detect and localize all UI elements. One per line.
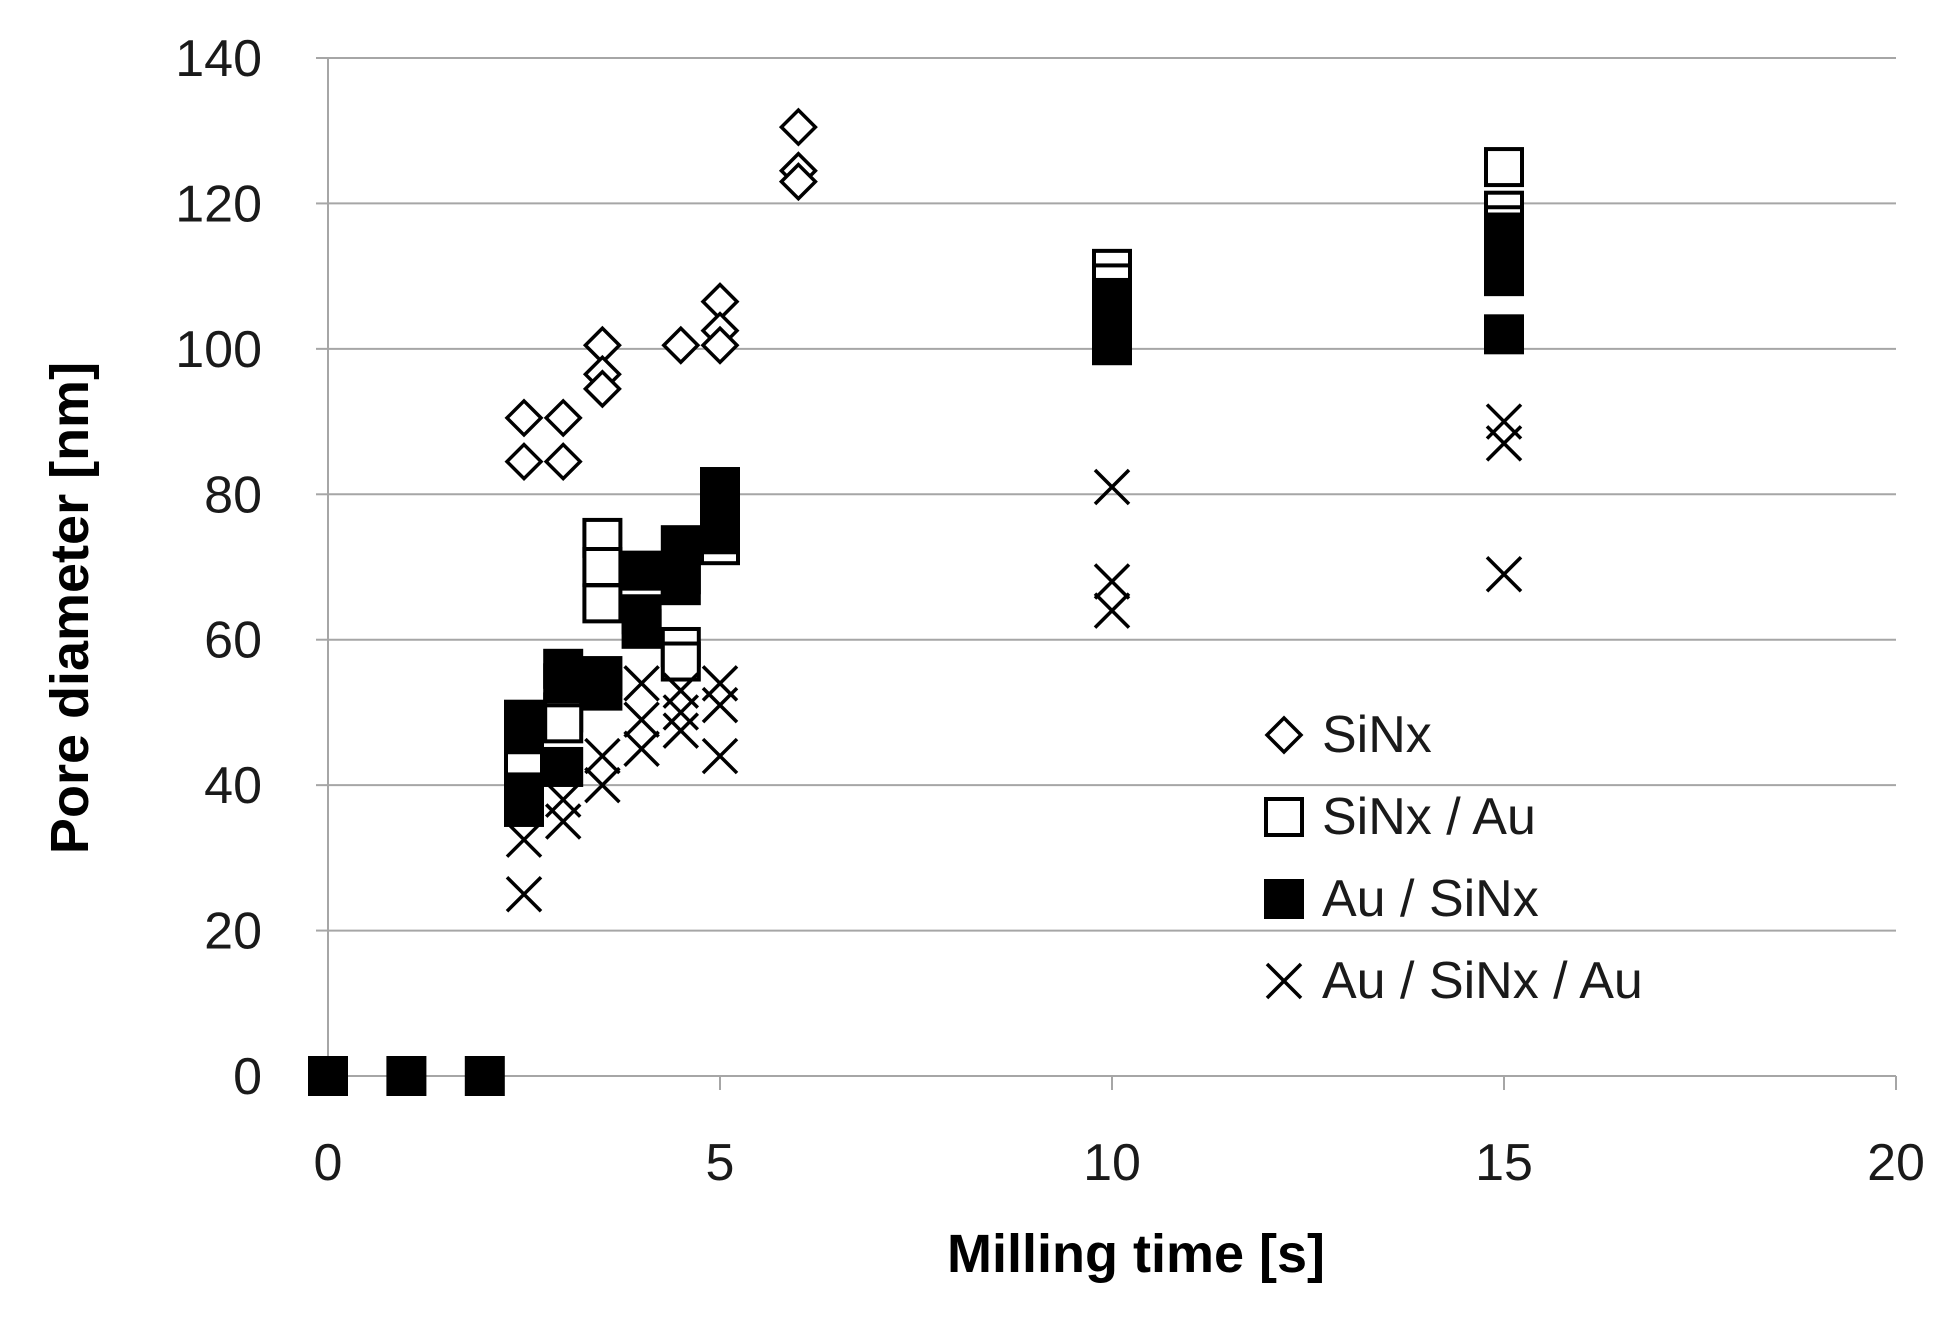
point-series-2-27 [1484, 314, 1524, 355]
legend-label-au-sinx: Au / SiNx [1322, 870, 1539, 928]
point-series-3-8 [623, 665, 660, 702]
legend-item-au-sinx: Au / SiNx [1264, 870, 1539, 928]
x-tick-label-20: 20 [1867, 1134, 1925, 1192]
point-series-3-20 [1485, 556, 1523, 593]
point-series-1-8 [660, 641, 701, 682]
y-tick-label-80: 80 [204, 466, 262, 524]
y-tick-label-100: 100 [175, 321, 262, 379]
point-series-2-11 [582, 670, 623, 711]
point-series-1-5 [582, 547, 623, 587]
point-series-1-6 [582, 583, 623, 624]
point-series-2-1 [386, 1056, 427, 1096]
y-tick-label-60: 60 [204, 612, 262, 670]
point-series-2-8 [543, 663, 584, 704]
point-series-2-9 [543, 746, 584, 787]
point-series-2-0 [308, 1056, 348, 1096]
point-series-3-16 [1093, 563, 1131, 600]
y-axis-title: Pore diameter [nm] [40, 362, 100, 854]
y-tick-label-0: 0 [233, 1048, 262, 1106]
series-0 [504, 107, 818, 482]
legend-marker-1 [1264, 797, 1304, 837]
point-series-2-17 [660, 565, 701, 606]
point-series-3-7 [623, 701, 660, 738]
point-series-3-0 [505, 875, 543, 913]
point-series-3-1 [505, 821, 543, 858]
legend-marker-2 [1264, 879, 1304, 919]
y-tick-label-20: 20 [204, 903, 262, 961]
legend-item-sinx: SiNx [1264, 706, 1432, 764]
point-series-1-3 [543, 703, 584, 744]
series-1 [504, 147, 1524, 784]
point-series-0-3 [543, 442, 583, 482]
series-3 [505, 403, 1523, 913]
point-series-3-14 [701, 665, 739, 702]
point-series-1-13 [1484, 147, 1524, 188]
y-tick-labels: 0 20 40 60 80 100 120 140 [175, 30, 262, 1106]
point-series-0-1 [504, 442, 544, 482]
legend: SiNx SiNx / Au Au / SiNx Au / SiNx / Au [1264, 706, 1643, 1010]
point-series-2-26 [1484, 256, 1524, 297]
legend-item-sinx-au: SiNx / Au [1264, 788, 1536, 846]
point-series-3-6 [623, 730, 660, 768]
data-points [308, 107, 1524, 1096]
series-2 [308, 212, 1524, 1096]
point-series-2-2 [464, 1056, 505, 1096]
point-series-0-11 [778, 107, 818, 147]
x-tick-label-10: 10 [1083, 1134, 1141, 1192]
point-series-0-10 [700, 325, 740, 365]
point-series-3-9 [662, 712, 700, 749]
point-series-3-3 [544, 781, 582, 818]
point-series-2-14 [621, 608, 662, 649]
point-series-2-6 [504, 786, 544, 827]
point-series-3-17 [1093, 592, 1131, 629]
x-tick-label-0: 0 [314, 1134, 343, 1192]
y-tick-label-140: 140 [175, 30, 262, 88]
x-tick-label-5: 5 [706, 1134, 735, 1192]
point-series-3-15 [1093, 468, 1131, 506]
axes [316, 57, 1897, 1090]
point-series-0-2 [543, 398, 583, 438]
y-tick-label-120: 120 [175, 175, 262, 233]
legend-marker-0 [1264, 715, 1304, 755]
point-series-3-19 [1485, 425, 1523, 462]
point-series-2-12 [621, 550, 662, 591]
point-series-2-4 [504, 714, 544, 755]
y-tick-label-40: 40 [204, 757, 262, 815]
point-series-3-11 [662, 672, 700, 709]
point-series-0-7 [661, 325, 701, 365]
point-series-0-6 [582, 369, 622, 409]
legend-item-au-sinx-au: Au / SiNx / Au [1265, 952, 1643, 1010]
x-tick-label-15: 15 [1475, 1134, 1533, 1192]
point-series-2-23 [1092, 325, 1132, 366]
legend-label-sinx-au: SiNx / Au [1322, 788, 1536, 846]
x-tick-labels: 0 5 10 15 20 [314, 1134, 1925, 1192]
point-series-2-20 [700, 514, 740, 555]
legend-marker-3 [1265, 962, 1303, 1000]
point-series-3-5 [584, 737, 621, 775]
legend-label-sinx: SiNx [1322, 706, 1432, 764]
point-series-3-12 [701, 737, 739, 775]
legend-label-au-sinx-au: Au / SiNx / Au [1322, 952, 1643, 1010]
point-series-3-4 [584, 766, 621, 804]
x-axis-title: Milling time [s] [947, 1224, 1325, 1284]
point-series-0-13 [778, 162, 818, 202]
point-series-0-0 [504, 398, 544, 438]
